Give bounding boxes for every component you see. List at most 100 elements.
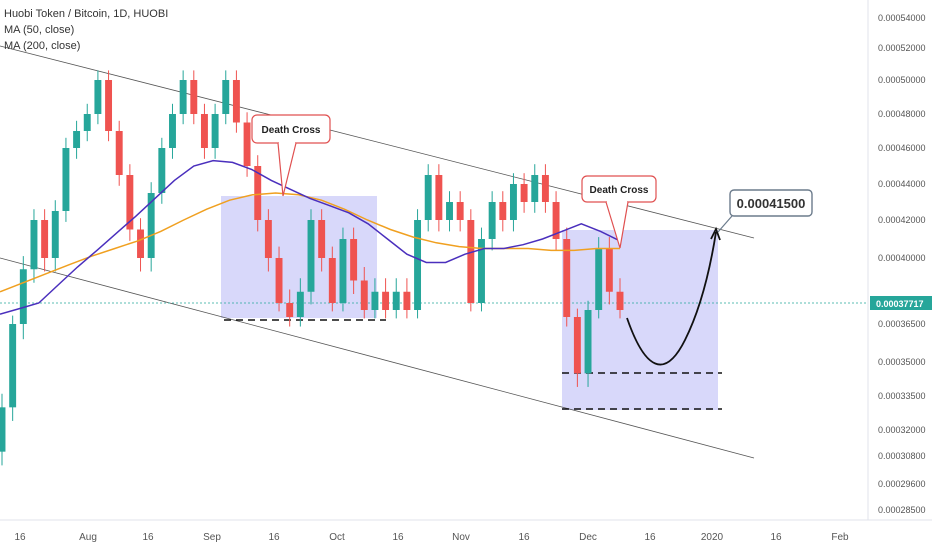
price-tick-label: 0.00040000 — [878, 253, 926, 263]
price-tick-label: 0.00032000 — [878, 425, 926, 435]
death-cross-callout-2[interactable]: Death Cross — [581, 175, 657, 249]
candle-body[interactable] — [318, 220, 326, 258]
channel-lower-line[interactable] — [0, 257, 755, 459]
time-tick-label: 16 — [518, 532, 530, 543]
candle-body[interactable] — [62, 148, 70, 211]
candle-body[interactable] — [360, 280, 368, 311]
candle-body[interactable] — [19, 269, 27, 324]
candle-body[interactable] — [509, 184, 517, 220]
candle-body[interactable] — [222, 80, 230, 114]
last-price-tag: 0.00037717 — [870, 296, 932, 310]
price-tick-label: 0.00029600 — [878, 479, 926, 489]
ma50-line — [0, 159, 621, 315]
death-cross-callout-1[interactable]: Death Cross — [251, 114, 331, 197]
time-tick-label: Dec — [579, 532, 597, 543]
candle-body[interactable] — [115, 131, 123, 175]
candle-body[interactable] — [531, 175, 539, 202]
candle-body[interactable] — [605, 248, 613, 292]
last-price-value: 0.00037717 — [876, 299, 924, 309]
candle-body[interactable] — [169, 114, 176, 148]
time-tick-label: Nov — [452, 532, 470, 543]
candle-body[interactable] — [616, 291, 624, 310]
candle-body[interactable] — [126, 175, 134, 230]
price-tick-label: 0.00050000 — [878, 75, 926, 85]
target-price-callout[interactable]: 0.00041500 — [717, 189, 813, 233]
price-tick-label: 0.00052000 — [878, 43, 926, 53]
death-cross-label-2: Death Cross — [590, 185, 649, 196]
candle-body[interactable] — [446, 202, 453, 220]
candle-body[interactable] — [339, 239, 347, 303]
candle-body[interactable] — [296, 291, 304, 317]
channel-upper-line[interactable] — [0, 45, 755, 239]
candle-body[interactable] — [584, 310, 592, 374]
time-tick-label: Sep — [203, 532, 221, 543]
candle-body[interactable] — [403, 291, 411, 310]
candle-body[interactable] — [478, 239, 485, 303]
candle-body[interactable] — [520, 184, 528, 202]
price-tick-label: 0.00028500 — [878, 505, 926, 515]
time-tick-label: 16 — [644, 532, 656, 543]
candle-body[interactable] — [286, 303, 294, 317]
candle-body[interactable] — [264, 220, 272, 258]
time-tick-label: 16 — [268, 532, 280, 543]
candle-body[interactable] — [563, 239, 571, 317]
candle-body[interactable] — [41, 220, 49, 258]
candle-body[interactable] — [371, 291, 379, 310]
candle-body[interactable] — [456, 202, 464, 220]
chart-legend: Huobi Token / Bitcoin, 1D, HUOBI MA (50,… — [4, 6, 168, 54]
candle-body[interactable] — [414, 220, 422, 310]
candle-body[interactable] — [243, 122, 251, 167]
price-scale-bg — [868, 0, 932, 550]
candle-body[interactable] — [105, 80, 113, 131]
price-tick-label: 0.00044000 — [878, 179, 926, 189]
time-tick-label: Aug — [79, 532, 97, 543]
projection-curve[interactable] — [626, 231, 717, 366]
legend-ma200: MA (200, close) — [4, 40, 81, 52]
price-tick-label: 0.00030800 — [878, 451, 926, 461]
candle-body[interactable] — [147, 193, 155, 258]
legend-ma50: MA (50, close) — [4, 24, 75, 36]
candle-body[interactable] — [51, 211, 59, 258]
price-tick-label: 0.00033500 — [878, 391, 926, 401]
candle-body[interactable] — [307, 220, 315, 292]
price-tick-label: 0.00035000 — [878, 357, 926, 367]
candle-body[interactable] — [254, 166, 262, 220]
target-price-label: 0.00041500 — [737, 196, 806, 211]
candle-body[interactable] — [541, 175, 549, 202]
candle-body[interactable] — [190, 80, 198, 114]
candle-body[interactable] — [350, 239, 358, 281]
candle-body[interactable] — [30, 220, 38, 270]
candle-body[interactable] — [179, 80, 187, 114]
time-tick-label: 16 — [770, 532, 782, 543]
candle-body[interactable] — [232, 80, 240, 123]
candles-group — [0, 70, 624, 466]
projection-arrowhead — [710, 226, 721, 241]
candle-body[interactable] — [211, 114, 219, 148]
death-cross-label-1: Death Cross — [262, 125, 321, 136]
price-tick-label: 0.00036500 — [878, 319, 926, 329]
candle-body[interactable] — [467, 220, 475, 303]
candle-body[interactable] — [552, 202, 560, 239]
candle-body[interactable] — [573, 317, 581, 374]
time-tick-label: 16 — [14, 532, 26, 543]
candle-body[interactable] — [382, 291, 390, 310]
candle-body[interactable] — [328, 258, 336, 303]
candle-body[interactable] — [0, 407, 6, 452]
candle-body[interactable] — [392, 291, 400, 310]
candle-body[interactable] — [137, 229, 144, 259]
candle-body[interactable] — [83, 114, 91, 131]
candle-body[interactable] — [94, 80, 102, 114]
candle-body[interactable] — [499, 202, 507, 220]
candle-body[interactable] — [73, 131, 81, 148]
candle-body[interactable] — [275, 258, 283, 303]
candle-body[interactable] — [9, 324, 17, 408]
candle-body[interactable] — [200, 114, 208, 148]
candle-body[interactable] — [488, 202, 496, 239]
candle-body[interactable] — [435, 175, 443, 220]
time-axis[interactable]: 16 Aug 16 Sep 16 Oct 16 Nov 16 Dec 16 2020 16 Feb — [14, 532, 849, 543]
candle-body[interactable] — [595, 248, 603, 311]
candle-body[interactable] — [424, 175, 432, 220]
candle-body[interactable] — [158, 148, 166, 193]
